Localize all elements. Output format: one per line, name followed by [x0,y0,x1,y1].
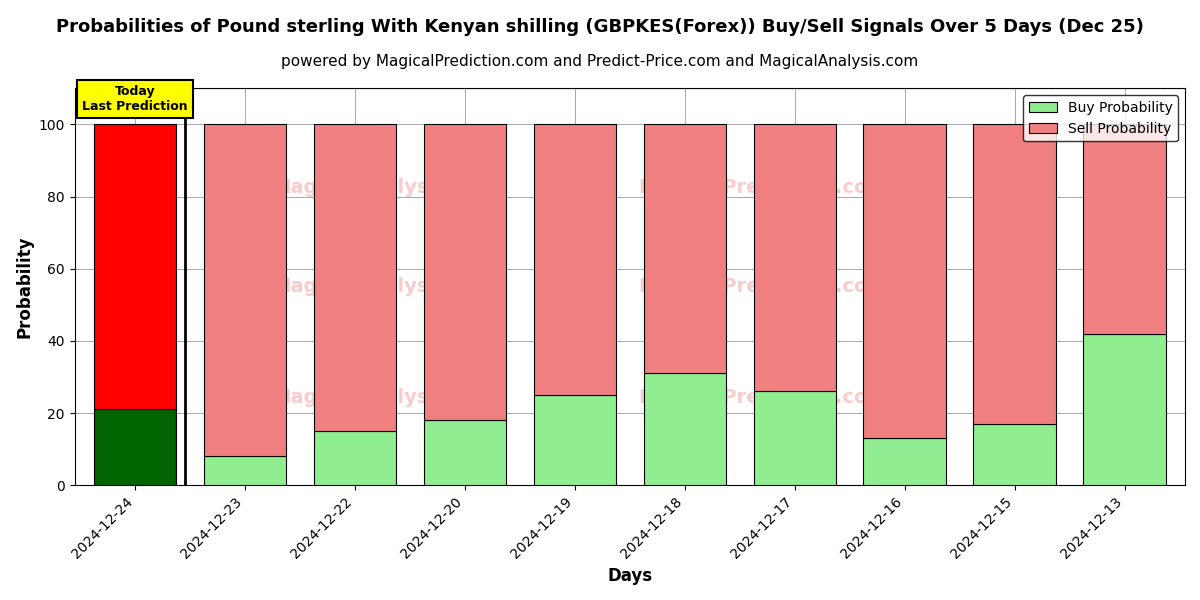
Bar [424,124,506,420]
Text: MagicalAnalysis.com: MagicalAnalysis.com [271,178,499,197]
Bar [94,124,176,409]
Bar [313,124,396,431]
Bar [1084,334,1165,485]
Text: Probabilities of Pound sterling With Kenyan shilling (GBPKES(Forex)) Buy/Sell Si: Probabilities of Pound sterling With Ken… [56,18,1144,36]
Text: Today
Last Prediction: Today Last Prediction [83,85,188,113]
Bar [973,424,1056,485]
Bar [864,124,946,438]
Text: powered by MagicalPrediction.com and Predict-Price.com and MagicalAnalysis.com: powered by MagicalPrediction.com and Pre… [281,54,919,69]
Bar [643,373,726,485]
Text: MagicalAnalysis.com: MagicalAnalysis.com [271,277,499,296]
Bar [973,124,1056,424]
Bar [864,438,946,485]
Y-axis label: Probability: Probability [16,236,34,338]
Bar [204,457,287,485]
Bar [643,124,726,373]
Text: MagicalPrediction.com: MagicalPrediction.com [638,178,888,197]
Bar [313,431,396,485]
Bar [1084,124,1165,334]
Bar [534,124,616,395]
Text: MagicalPrediction.com: MagicalPrediction.com [638,277,888,296]
Bar [204,124,287,457]
Bar [94,409,176,485]
Legend: Buy Probability, Sell Probability: Buy Probability, Sell Probability [1024,95,1178,142]
X-axis label: Days: Days [607,567,653,585]
Text: MagicalPrediction.com: MagicalPrediction.com [638,388,888,407]
Bar [534,395,616,485]
Text: MagicalAnalysis.com: MagicalAnalysis.com [271,388,499,407]
Bar [754,391,836,485]
Bar [424,420,506,485]
Bar [754,124,836,391]
